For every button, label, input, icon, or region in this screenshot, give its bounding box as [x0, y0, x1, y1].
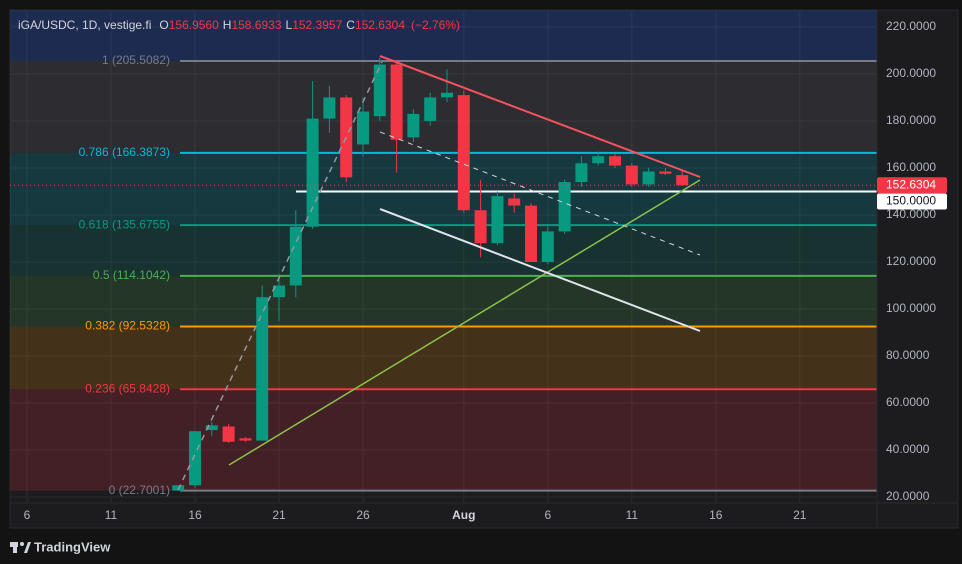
candle-body [659, 171, 672, 174]
y-tick-label: 140.0000 [886, 207, 936, 221]
brand-name: TradingView [34, 539, 111, 554]
fib-zone [10, 60, 877, 153]
candle-body [306, 118, 319, 227]
fib-zone [10, 275, 877, 327]
fib-zone [10, 326, 877, 390]
candle-body [575, 163, 588, 183]
channel-mid-line [379, 131, 701, 256]
ohlc-value: 152.6304 [355, 18, 405, 32]
candle-body [558, 182, 571, 232]
candle-body [491, 196, 504, 244]
candle-body [525, 205, 537, 262]
y-tick-label: 120.0000 [886, 254, 936, 268]
x-tick-label: 21 [272, 508, 286, 522]
y-tick-label: 60.0000 [886, 395, 930, 409]
x-tick-label: 26 [356, 508, 370, 522]
candle-body [323, 97, 336, 119]
candle-body [676, 175, 689, 186]
y-tick-label: 220.0000 [886, 19, 936, 33]
ohlc-value: 152.3957 [292, 18, 342, 32]
candle-body [289, 226, 302, 286]
y-tick-label: 160.0000 [886, 160, 936, 174]
fib-zone [10, 152, 877, 226]
ohlc-key: L [286, 18, 293, 32]
y-tick-label: 80.0000 [886, 348, 930, 362]
fib-label: 0.786 (166.3873) [79, 145, 170, 159]
candle-body [273, 285, 285, 298]
y-tick-label: 100.0000 [886, 301, 936, 315]
candle-body [541, 231, 554, 262]
candle-body [222, 426, 235, 442]
upper-zone [10, 10, 877, 61]
last-price-badge [877, 177, 947, 194]
brand-logo: TradingView [10, 539, 111, 554]
fib-label: 0.618 (135.6755) [79, 217, 170, 231]
x-tick-label: 11 [105, 508, 118, 522]
resistance-trendline [379, 55, 701, 178]
ohlc-value: 156.9560 [169, 18, 219, 32]
fib-label: 0.236 (65.8428) [85, 381, 170, 395]
drawings [177, 55, 701, 491]
candle-body [609, 156, 621, 166]
candle-body [592, 156, 605, 164]
y-tick-label: 200.0000 [886, 66, 936, 80]
candle-body [441, 92, 453, 98]
ohlc-value: 158.6933 [231, 18, 281, 32]
x-tick-label: 6 [544, 508, 551, 522]
grid [10, 10, 877, 503]
last-price-label: 152.6304 [886, 177, 936, 191]
y-tick-label: 20.0000 [886, 489, 930, 503]
ohlc-key: O [159, 18, 168, 32]
logo-part [13, 542, 17, 553]
candle-body [256, 297, 269, 441]
candle-body [508, 198, 521, 206]
x-tick-label: 21 [793, 508, 807, 522]
candles [172, 57, 877, 491]
y-tick-label: 40.0000 [886, 442, 930, 456]
fib-label: 1 (205.5082) [102, 53, 170, 67]
logo-part [20, 542, 24, 546]
support-trendline [228, 179, 701, 466]
candle-body [189, 431, 201, 486]
x-tick-label: Aug [452, 508, 475, 522]
hline-label: 150.0000 [886, 194, 936, 208]
y-tick-label: 180.0000 [886, 113, 936, 127]
candle-body [625, 165, 638, 185]
fib-zone [10, 389, 877, 491]
channel-bottom-line [379, 208, 701, 332]
candle-body [373, 64, 386, 117]
candle-body [205, 425, 218, 431]
logo-part [24, 542, 31, 553]
candle-body [407, 113, 420, 138]
symbol-title: iGA/USDC, 1D, vestige.fi [18, 18, 151, 32]
header: iGA/USDC, 1D, vestige.fi O156.9560 H158.69… [18, 18, 460, 32]
fib-label: 0.382 (92.5328) [85, 319, 170, 333]
fib-label: 0.5 (114.1042) [93, 268, 170, 282]
candle-body [390, 64, 403, 140]
change: (−2.76%) [411, 18, 460, 32]
candle-body [357, 111, 369, 145]
ohlc-key: C [346, 18, 355, 32]
candle-body [424, 97, 437, 121]
fib-zones: 1 (205.5082) 0.786 (166.3873) 0.618 (135.6… [10, 10, 877, 497]
x-tick-label: 16 [709, 508, 723, 522]
ohlc-key: H [223, 18, 232, 32]
candle-body [239, 438, 252, 441]
fib-label: 0 (22.7001) [109, 483, 170, 497]
hline-badge [877, 193, 947, 210]
x-tick-label: 11 [626, 508, 639, 522]
impulse-line [177, 61, 383, 491]
x-tick-label: 6 [24, 508, 31, 522]
candle-body [642, 171, 655, 185]
x-tick-label: 16 [188, 508, 202, 522]
candle-body [474, 210, 487, 244]
candle-body [457, 95, 470, 211]
axes: 220.0000 200.0000 180.0000 160.0000 140.0000… [10, 10, 958, 528]
